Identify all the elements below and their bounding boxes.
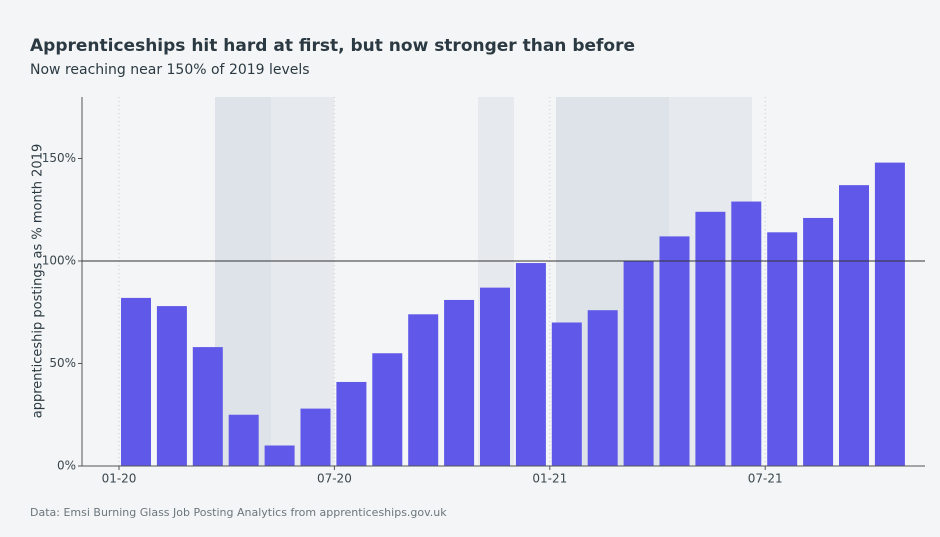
bar bbox=[121, 297, 151, 466]
chart-title: Apprenticeships hit hard at first, but n… bbox=[30, 36, 635, 56]
y-tick-label: 50% bbox=[49, 356, 76, 370]
bar bbox=[156, 306, 187, 466]
bar bbox=[372, 353, 403, 466]
bar bbox=[551, 322, 582, 466]
lockdown-shade bbox=[271, 97, 334, 466]
bar bbox=[264, 445, 295, 466]
bar bbox=[587, 310, 618, 466]
y-tick-label: 150% bbox=[42, 151, 76, 165]
x-tick-label: 07-20 bbox=[317, 472, 352, 486]
bar bbox=[803, 217, 834, 466]
bar bbox=[300, 408, 331, 466]
bar bbox=[695, 211, 726, 466]
x-tick-label: 07-21 bbox=[748, 472, 783, 486]
bar bbox=[408, 314, 439, 466]
bar bbox=[515, 263, 546, 466]
bar bbox=[444, 299, 475, 466]
x-tick-label: 01-21 bbox=[532, 472, 567, 486]
y-axis-label: apprenticeship postings as % month 2019 bbox=[31, 144, 46, 418]
chart-subtitle: Now reaching near 150% of 2019 levels bbox=[30, 62, 310, 78]
lockdown-shade bbox=[215, 97, 271, 466]
bar bbox=[731, 201, 762, 467]
y-tick-label: 100% bbox=[42, 254, 76, 268]
bar bbox=[336, 381, 367, 466]
bar bbox=[874, 162, 905, 466]
bar bbox=[480, 287, 510, 466]
bar bbox=[767, 232, 798, 466]
bar bbox=[228, 414, 259, 466]
bar bbox=[839, 185, 869, 466]
source-note: Data: Emsi Burning Glass Job Posting Ana… bbox=[30, 506, 447, 519]
x-tick-label: 01-20 bbox=[102, 472, 137, 486]
bar bbox=[192, 347, 223, 466]
bar bbox=[659, 236, 690, 466]
y-tick-label: 0% bbox=[57, 459, 76, 473]
bar bbox=[623, 261, 654, 466]
